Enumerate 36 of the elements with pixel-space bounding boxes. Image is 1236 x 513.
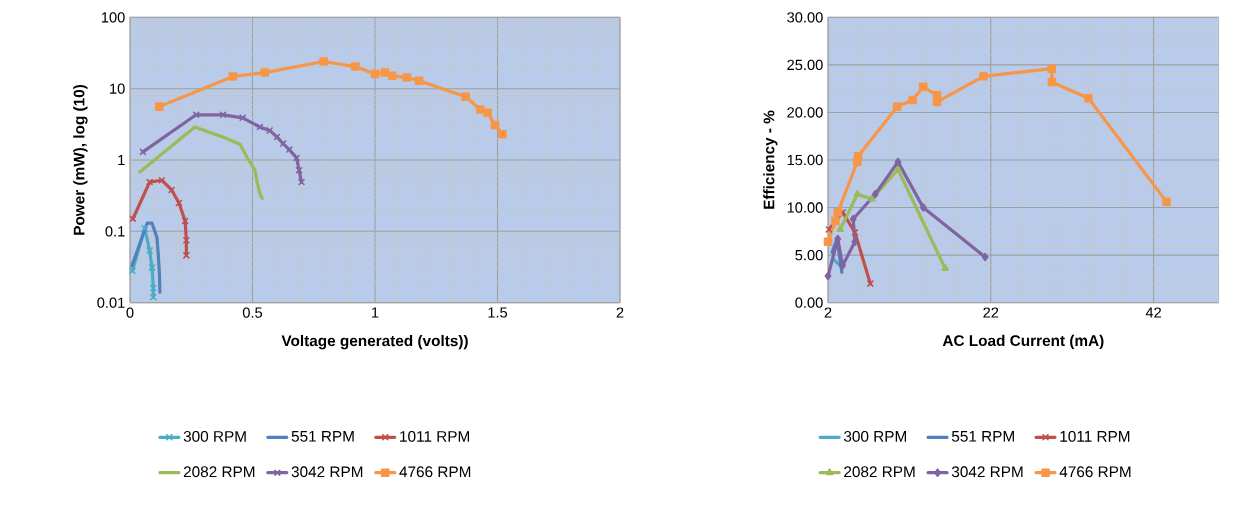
legend-label: 1011 RPM (400, 430, 470, 442)
x-tick-label: 0 (126, 307, 134, 318)
y-tick-label: 10.00 (787, 202, 823, 213)
legend-label: 3042 RPM (951, 466, 1023, 478)
y-tick-label: 0.00 (795, 297, 823, 308)
legend-label: 2082 RPM (183, 466, 255, 478)
x-axis-title: AC Load Current (mA) (942, 334, 1104, 349)
legend-label: 1011 RPM (1060, 430, 1130, 442)
y-tick-label: 30.00 (787, 11, 823, 23)
x-tick-label: 42 (1145, 307, 1161, 318)
y-tick-label: 15.00 (787, 154, 823, 166)
y-tick-label: 0.1 (105, 226, 125, 237)
x-tick-label: 0.5 (242, 307, 263, 318)
x-tick-label: 2 (824, 307, 832, 318)
legend-label: 300 RPM (843, 430, 906, 442)
y-tick-label: 0.01 (97, 297, 125, 308)
legend-label: 551 RPM (291, 430, 354, 442)
y-tick-label: 20.00 (787, 107, 823, 118)
x-tick-label: 22 (983, 307, 999, 318)
legend-label: 300 RPM (183, 430, 246, 442)
x-tick-label: 1 (372, 307, 379, 318)
y-tick-label: 5.00 (795, 249, 823, 261)
legend-label: 4766 RPM (1059, 466, 1131, 478)
y-tick-label: 10 (110, 83, 125, 94)
y-tick-label: 1 (118, 154, 125, 165)
legend-label: 4766 RPM (399, 466, 471, 478)
x-tick-label: 2 (616, 307, 624, 318)
y-tick-label: 25.00 (787, 59, 823, 70)
legend-label: 2082 RPM (844, 466, 915, 478)
y-tick-label: 100 (101, 11, 125, 23)
y-axis-title: Efficiency - % (763, 110, 778, 209)
x-axis-title: Voltage generated (volts)) (281, 334, 468, 350)
x-tick-label: 1.5 (488, 307, 508, 318)
y-axis-title: Power (mW), log (10) (73, 84, 88, 235)
legend-label: 3042 RPM (291, 466, 363, 478)
legend-label: 551 RPM (951, 430, 1014, 442)
